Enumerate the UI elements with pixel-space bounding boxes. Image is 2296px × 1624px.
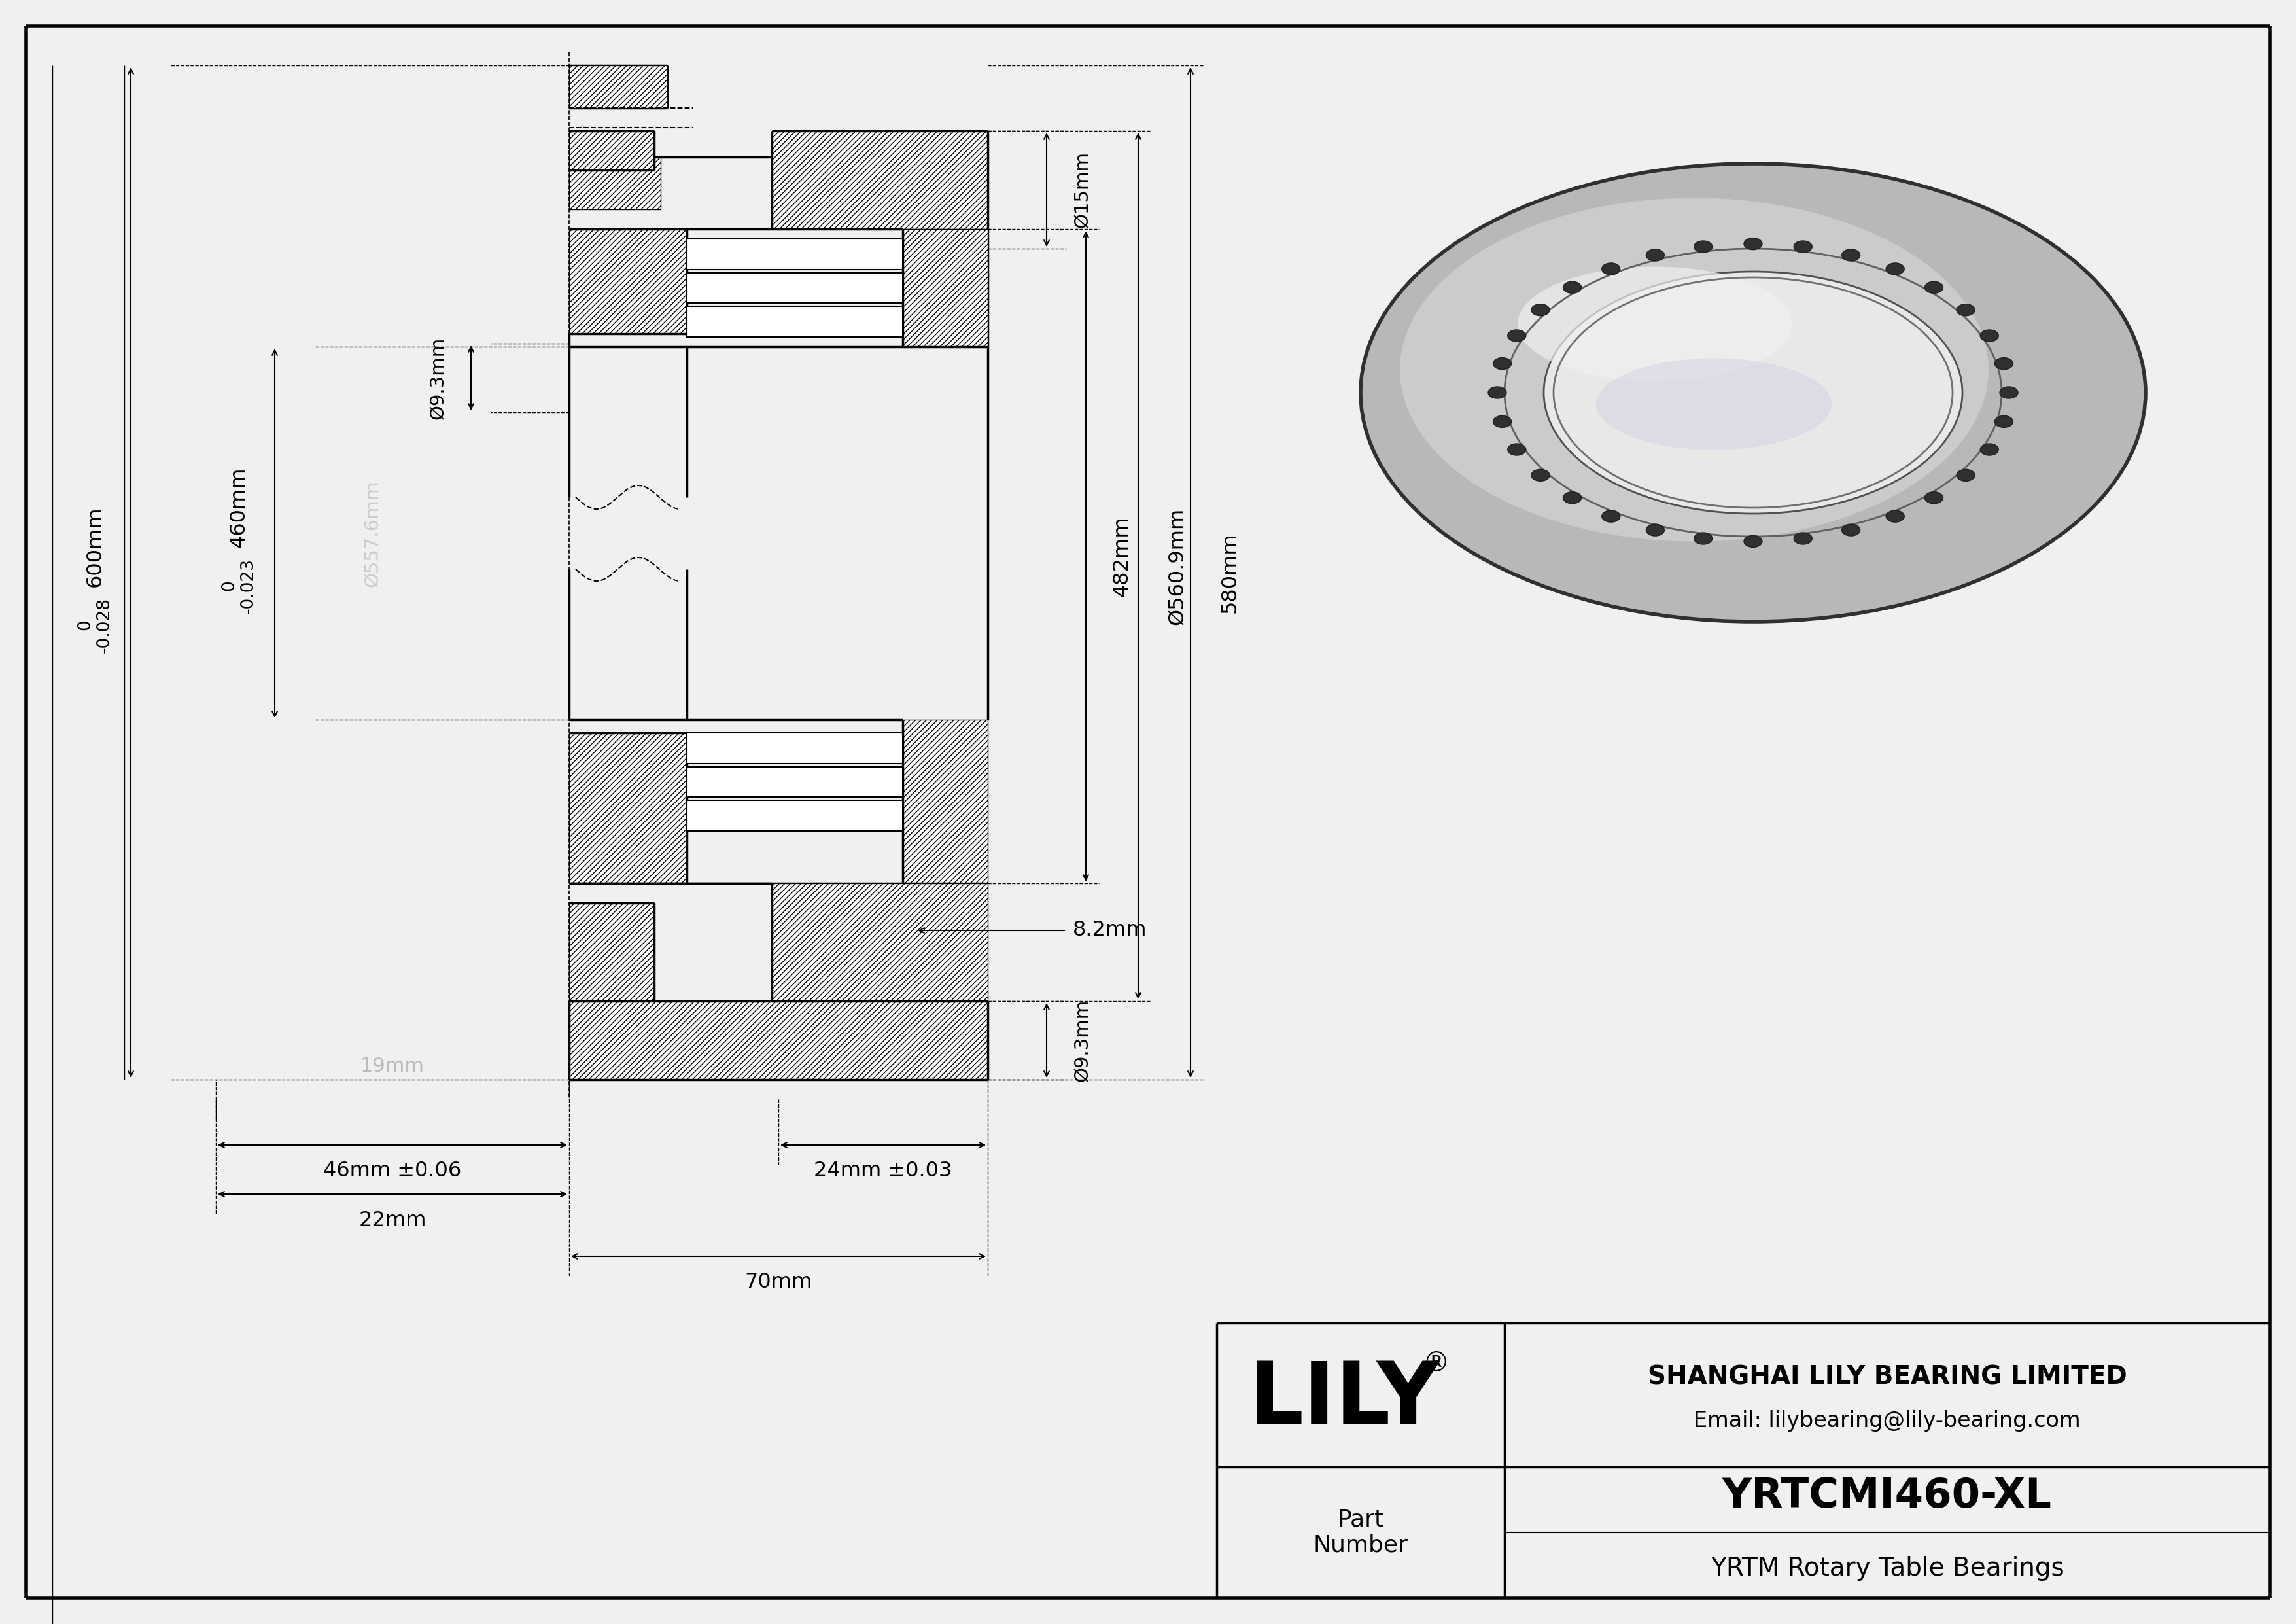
Text: 0
-0.028: 0 -0.028 [76,598,113,653]
Text: 580mm: 580mm [1219,533,1240,612]
Ellipse shape [1508,330,1527,341]
Ellipse shape [1745,536,1763,547]
Text: YRTCMI460-XL: YRTCMI460-XL [1722,1476,2053,1517]
Text: Ø557.6mm: Ø557.6mm [363,481,381,586]
Text: Ø560.9mm: Ø560.9mm [1166,507,1187,625]
Ellipse shape [1492,357,1511,369]
Ellipse shape [1956,304,1975,315]
Ellipse shape [1841,525,1860,536]
Ellipse shape [1508,443,1527,455]
Text: 482mm: 482mm [1111,516,1132,596]
Ellipse shape [1979,443,1998,455]
Text: LILY: LILY [1249,1359,1440,1442]
Text: SHANGHAI LILY BEARING LIMITED: SHANGHAI LILY BEARING LIMITED [1649,1364,2126,1389]
Ellipse shape [1924,281,1942,294]
Text: Ø9.3mm: Ø9.3mm [1075,999,1091,1082]
Polygon shape [569,903,654,1000]
Polygon shape [569,132,654,171]
Ellipse shape [1793,533,1812,544]
Ellipse shape [1646,248,1665,261]
Bar [687,732,902,763]
Polygon shape [569,158,661,209]
Ellipse shape [1603,263,1621,274]
Text: Ø9.3mm: Ø9.3mm [429,336,448,419]
Text: Email: lilybearing@lily-bearing.com: Email: lilybearing@lily-bearing.com [1694,1410,2080,1432]
Ellipse shape [1956,469,1975,481]
Ellipse shape [1745,239,1763,250]
Bar [687,801,902,831]
Ellipse shape [1995,416,2014,427]
Polygon shape [771,132,987,229]
Ellipse shape [1885,510,1903,523]
Bar [687,273,902,304]
Text: 70mm: 70mm [744,1272,813,1293]
Text: 24mm ±0.03: 24mm ±0.03 [815,1161,953,1181]
Text: 46mm ±0.06: 46mm ±0.06 [324,1161,461,1181]
Polygon shape [771,883,987,1000]
Ellipse shape [1564,281,1582,294]
Ellipse shape [1543,271,1963,513]
Polygon shape [569,732,687,883]
Ellipse shape [1492,416,1511,427]
Ellipse shape [2000,387,2018,398]
Ellipse shape [1979,330,1998,341]
Polygon shape [902,719,987,883]
Ellipse shape [1362,164,2144,622]
Polygon shape [569,1000,987,1080]
Ellipse shape [1885,263,1903,274]
Ellipse shape [1694,533,1713,544]
Bar [687,239,902,270]
Bar [687,767,902,797]
Polygon shape [902,229,987,348]
Polygon shape [569,65,668,107]
Ellipse shape [1603,510,1621,523]
Text: 460mm: 460mm [230,466,248,547]
Text: 0
-0.023: 0 -0.023 [220,557,257,614]
Text: ®: ® [1421,1350,1449,1377]
Text: YRTM Rotary Table Bearings: YRTM Rotary Table Bearings [1711,1556,2064,1580]
Ellipse shape [1841,248,1860,261]
Text: 19mm: 19mm [360,1057,425,1077]
Ellipse shape [1646,525,1665,536]
Text: 600mm: 600mm [85,507,106,586]
Ellipse shape [1531,304,1550,315]
Bar [687,307,902,336]
Text: 8.2mm: 8.2mm [1072,921,1148,940]
Ellipse shape [1488,387,1506,398]
Ellipse shape [1924,492,1942,503]
Ellipse shape [1531,469,1550,481]
Ellipse shape [1694,240,1713,253]
Ellipse shape [1995,357,2014,369]
Text: 22mm: 22mm [358,1210,427,1231]
Ellipse shape [1596,359,1832,450]
Ellipse shape [1564,492,1582,503]
Polygon shape [569,229,687,333]
Text: Part
Number: Part Number [1313,1509,1407,1556]
Ellipse shape [1793,240,1812,253]
Ellipse shape [1518,266,1793,382]
Text: Ø15mm: Ø15mm [1075,151,1091,227]
Ellipse shape [1401,198,1988,541]
